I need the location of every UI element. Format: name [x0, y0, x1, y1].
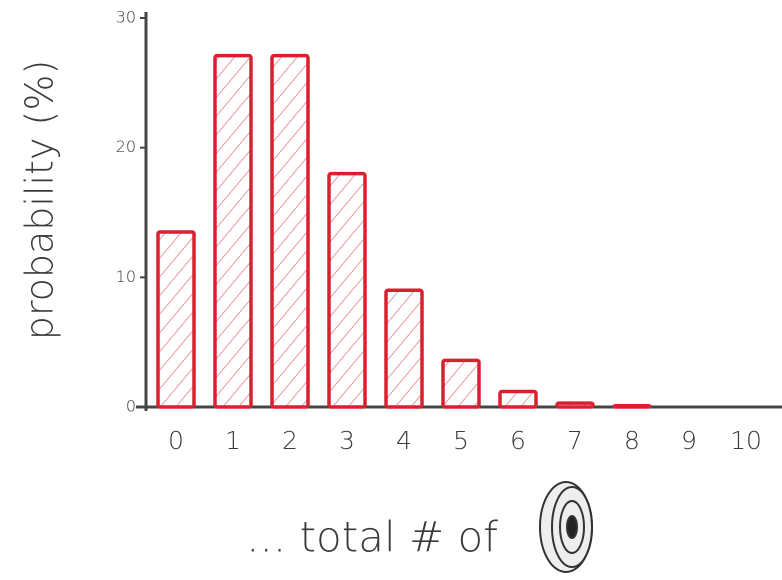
bar: [270, 53, 310, 409]
x-tick-label: 9: [681, 426, 697, 455]
y-tick-label: 10: [116, 267, 136, 286]
bar: [384, 288, 424, 409]
x-tick-label: 2: [282, 426, 298, 455]
y-tick-label: 20: [116, 137, 136, 156]
x-tick-label: 7: [567, 426, 583, 455]
x-axis-label: ... total # of: [246, 513, 498, 562]
bar: [555, 401, 595, 409]
y-tick-label: 30: [116, 8, 136, 27]
x-tick-label: 5: [453, 426, 469, 455]
bar: [441, 358, 481, 409]
bar: [612, 403, 652, 409]
x-tick-label: 1: [225, 426, 241, 455]
x-tick-label: 3: [339, 426, 355, 455]
tire-icon: [539, 481, 593, 573]
bar: [498, 389, 538, 409]
x-tick-label: 10: [730, 426, 762, 455]
x-tick-label: 0: [168, 426, 184, 455]
x-tick-label: 6: [510, 426, 526, 455]
x-tick-label: 8: [624, 426, 640, 455]
x-tick-label: 4: [396, 426, 412, 455]
bar: [156, 230, 196, 409]
y-tick-label: 0: [126, 397, 136, 416]
bar: [213, 53, 253, 409]
bar: [327, 171, 367, 409]
y-axis-label: probability (%): [18, 60, 62, 341]
